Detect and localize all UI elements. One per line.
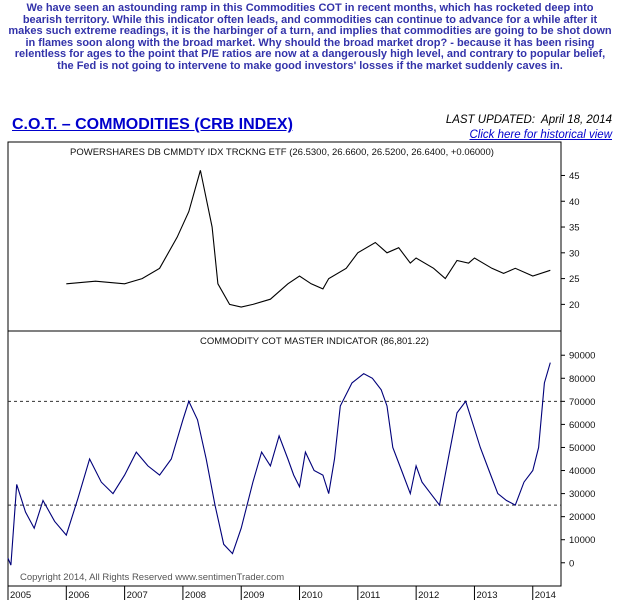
x-tick-label: 2006 — [68, 590, 89, 601]
indicator-y-tick-label: 0 — [569, 558, 574, 569]
historical-view-link[interactable]: Click here for historical view — [469, 129, 612, 141]
price-y-tick-label: 20 — [569, 300, 580, 311]
indicator-y-tick-label: 10000 — [569, 535, 595, 546]
x-tick-label: 2010 — [302, 590, 323, 601]
price-series-label: POWERSHARES DB CMMDTY IDX TRCKNG ETF (26… — [70, 147, 494, 158]
price-y-tick-label: 25 — [569, 274, 580, 285]
intro-paragraph: We have seen an astounding ramp in this … — [8, 2, 612, 72]
indicator-y-tick-label: 60000 — [569, 420, 595, 431]
price-y-tick-label: 40 — [569, 197, 580, 208]
x-tick-label: 2009 — [243, 590, 264, 601]
indicator-y-tick-label: 70000 — [569, 397, 595, 408]
price-y-tick-label: 35 — [569, 223, 580, 234]
price-y-ticks: 20 25 30 35 40 45 — [561, 171, 580, 311]
price-y-tick-label: 30 — [569, 248, 580, 259]
indicator-y-tick-label: 50000 — [569, 443, 595, 454]
x-tick-label: 2013 — [476, 590, 497, 601]
indicator-y-tick-label: 30000 — [569, 489, 595, 500]
x-tick-label: 2008 — [185, 590, 206, 601]
x-tick-label: 2014 — [535, 590, 556, 601]
chart-title-link[interactable]: C.O.T. – COMMODITIES (CRB INDEX) — [12, 116, 293, 133]
x-ticks: 2005 2006 2007 2008 2009 2010 2011 2012 2013 2014 — [7, 586, 556, 601]
chart-frame — [7, 141, 562, 587]
price-series-line — [66, 170, 551, 308]
copyright-text: Copyright 2014, All Rights Reserved www.… — [20, 572, 284, 583]
price-y-tick-label: 45 — [569, 171, 580, 182]
indicator-y-tick-label: 40000 — [569, 466, 595, 477]
indicator-y-tick-label: 80000 — [569, 374, 595, 385]
indicator-y-ticks: 0 10000 20000 30000 40000 50000 60000 70000 8000… — [561, 351, 595, 569]
last-updated-label: LAST UPDATED: — [445, 114, 536, 126]
x-tick-label: 2007 — [127, 590, 148, 601]
last-updated: LAST UPDATED: April 18, 2014 — [446, 114, 612, 126]
x-tick-label: 2011 — [360, 590, 380, 601]
reference-lines — [8, 400, 561, 506]
indicator-series-line — [7, 362, 551, 566]
x-tick-label: 2012 — [418, 590, 439, 601]
last-updated-date: April 18, 2014 — [541, 114, 612, 126]
x-tick-label: 2005 — [10, 590, 31, 601]
indicator-y-tick-label: 90000 — [569, 351, 595, 362]
indicator-series-label: COMMODITY COT MASTER INDICATOR (86,801.2… — [200, 336, 429, 347]
indicator-y-tick-label: 20000 — [569, 512, 595, 523]
